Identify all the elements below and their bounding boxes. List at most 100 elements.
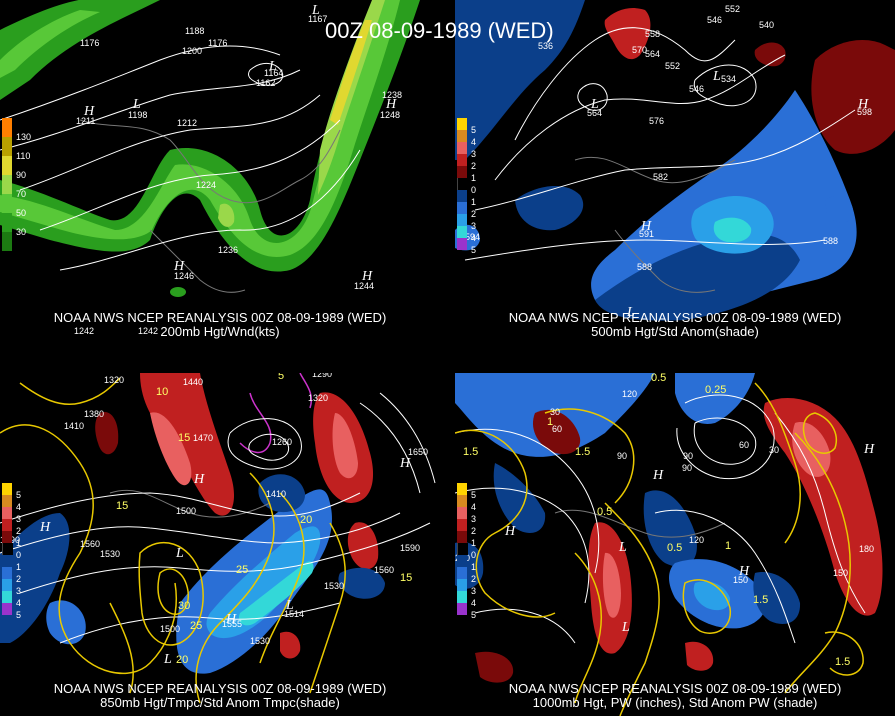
contour-label: 90 [682,463,692,473]
high-marker: H [738,564,750,579]
contour-label: 1440 [183,377,203,387]
map-850mb: 1320 1440 1260 1380 1410 1470 1320 1290 … [0,373,436,704]
colorbar-200mb: 130 110 90 70 50 30 [2,118,31,251]
contour-label: 30 [550,407,560,417]
colorbar-850mb: 5 4 3 2 1 0 1 2 3 4 5 [2,483,21,620]
high-marker: H [385,97,397,112]
contour-label: 120 [622,389,637,399]
colorbar-label: 5 [471,610,477,620]
contour-label: 1590 [400,543,420,553]
contour-label: 60 [552,424,562,434]
contour-label: 1514 [284,609,304,619]
colorbar-label: 5 [16,610,22,620]
contour-label: 1530 [100,549,120,559]
colorbar-swatch [457,495,467,507]
caption-field: 850mb Hgt/Tmpc/Std Anom Tmpc(shade) [100,695,340,710]
contour-label: 1320 [104,375,124,385]
contour-label: 536 [538,41,553,51]
caption-field: 500mb Hgt/Std Anom(shade) [591,324,759,339]
contour-label: 30 [769,445,779,455]
contour-label: 588 [637,262,652,272]
colorbar-label: 0 [16,550,22,560]
colorbar-label: 3 [471,149,477,159]
high-marker: H [361,269,373,284]
colorbar-swatch [457,238,467,250]
colorbar-swatch [457,555,467,567]
colorbar-swatch [2,175,12,194]
contour-label: 594 [465,232,480,242]
map-1000mb: 120 60 90 60 30 90 2 1 0 120 150 180 150 9… [455,373,883,716]
colorbar-label: 5 [471,245,477,255]
high-marker: H [640,219,652,234]
colorbar-label: 4 [16,598,22,608]
pw-label: 1.5 [575,446,590,458]
high-marker: H [83,104,95,119]
contour-label: 90 [617,451,627,461]
caption-source: NOAA NWS NCEP REANALYSIS 00Z 08-09-1989 … [53,310,387,325]
colorbar-swatch [2,483,12,495]
colorbar-swatch [2,543,13,555]
contour-label: 564 [645,49,660,59]
contour-label: 1188 [185,26,204,36]
contour-label: 1246 [174,271,194,281]
contour-label: 150 [833,568,848,578]
contour-label: 120 [689,535,704,545]
colorbar-label: 4 [471,137,477,147]
pw-label: 0.5 [651,373,666,384]
low-marker: L [621,620,630,635]
temp-label: 20 [300,514,312,526]
temp-label: 15 [178,432,190,444]
colorbar-swatch [457,226,467,238]
high-marker: H [399,456,411,471]
pw-label: 0.25 [705,384,726,396]
contour-label: 591 [639,229,654,239]
contour-label: 180 [859,544,874,554]
colorbar-label: 2 [471,209,477,219]
colorbar-label: 3 [16,586,22,596]
colorbar-label: 4 [471,502,477,512]
colorbar-swatch [457,579,467,591]
low-marker: L [618,540,627,555]
colorbar-label: 4 [16,502,22,512]
map-500mb: 546 552 540 536 570 564 552 534 546 558 … [455,0,895,321]
colorbar-swatch [2,213,12,232]
colorbar-swatch [2,579,12,591]
colorbar-swatch [457,567,467,579]
contour-label: 588 [823,236,838,246]
contour-label: 90 [683,451,693,461]
contour-label: 1224 [196,180,216,190]
contour-label: 1410 [266,489,286,499]
colorbar-swatch [2,118,12,137]
panel-850mb: 1320 1440 1260 1380 1410 1470 1320 1290 … [0,373,440,716]
colorbar-swatch [457,483,467,495]
contour-label: 1176 [80,38,99,48]
contour-label: 570 [632,45,647,55]
colorbar-500mb: 5 4 3 2 1 0 1 2 3 4 5 [457,118,476,255]
contour-label: 1248 [380,110,400,120]
colorbar-swatch [457,118,467,130]
colorbar-swatch [457,130,467,142]
colorbar-swatch [2,567,12,579]
low-marker: L [311,3,320,18]
colorbar-swatch [2,555,12,567]
colorbar-label: 2 [16,574,22,584]
colorbar-swatch [457,142,467,154]
colorbar-label: 3 [471,514,477,524]
temp-label: 25 [236,564,248,576]
colorbar-label: 110 [16,151,31,161]
contour-label: 1167 [308,14,327,24]
contour-label: 1260 [272,437,292,447]
pw-label: 0.5 [667,542,682,554]
temp-label: 15 [400,572,412,584]
contour-label: 1238 [382,90,402,100]
contour-label: 1560 [80,539,100,549]
colorbar-label: 2 [471,526,477,536]
caption-field: 200mb Hgt/Wnd(kts) [160,324,280,339]
contour-label: 558 [645,29,660,39]
low-marker: L [163,652,172,667]
panel-500mb: 546 552 540 536 570 564 552 534 546 558 … [455,0,895,345]
contour-label: 1650 [408,447,428,457]
contour-label: 1176 [208,38,227,48]
contour-label: 1212 [177,118,197,128]
contour-label: 1200 [182,46,202,56]
